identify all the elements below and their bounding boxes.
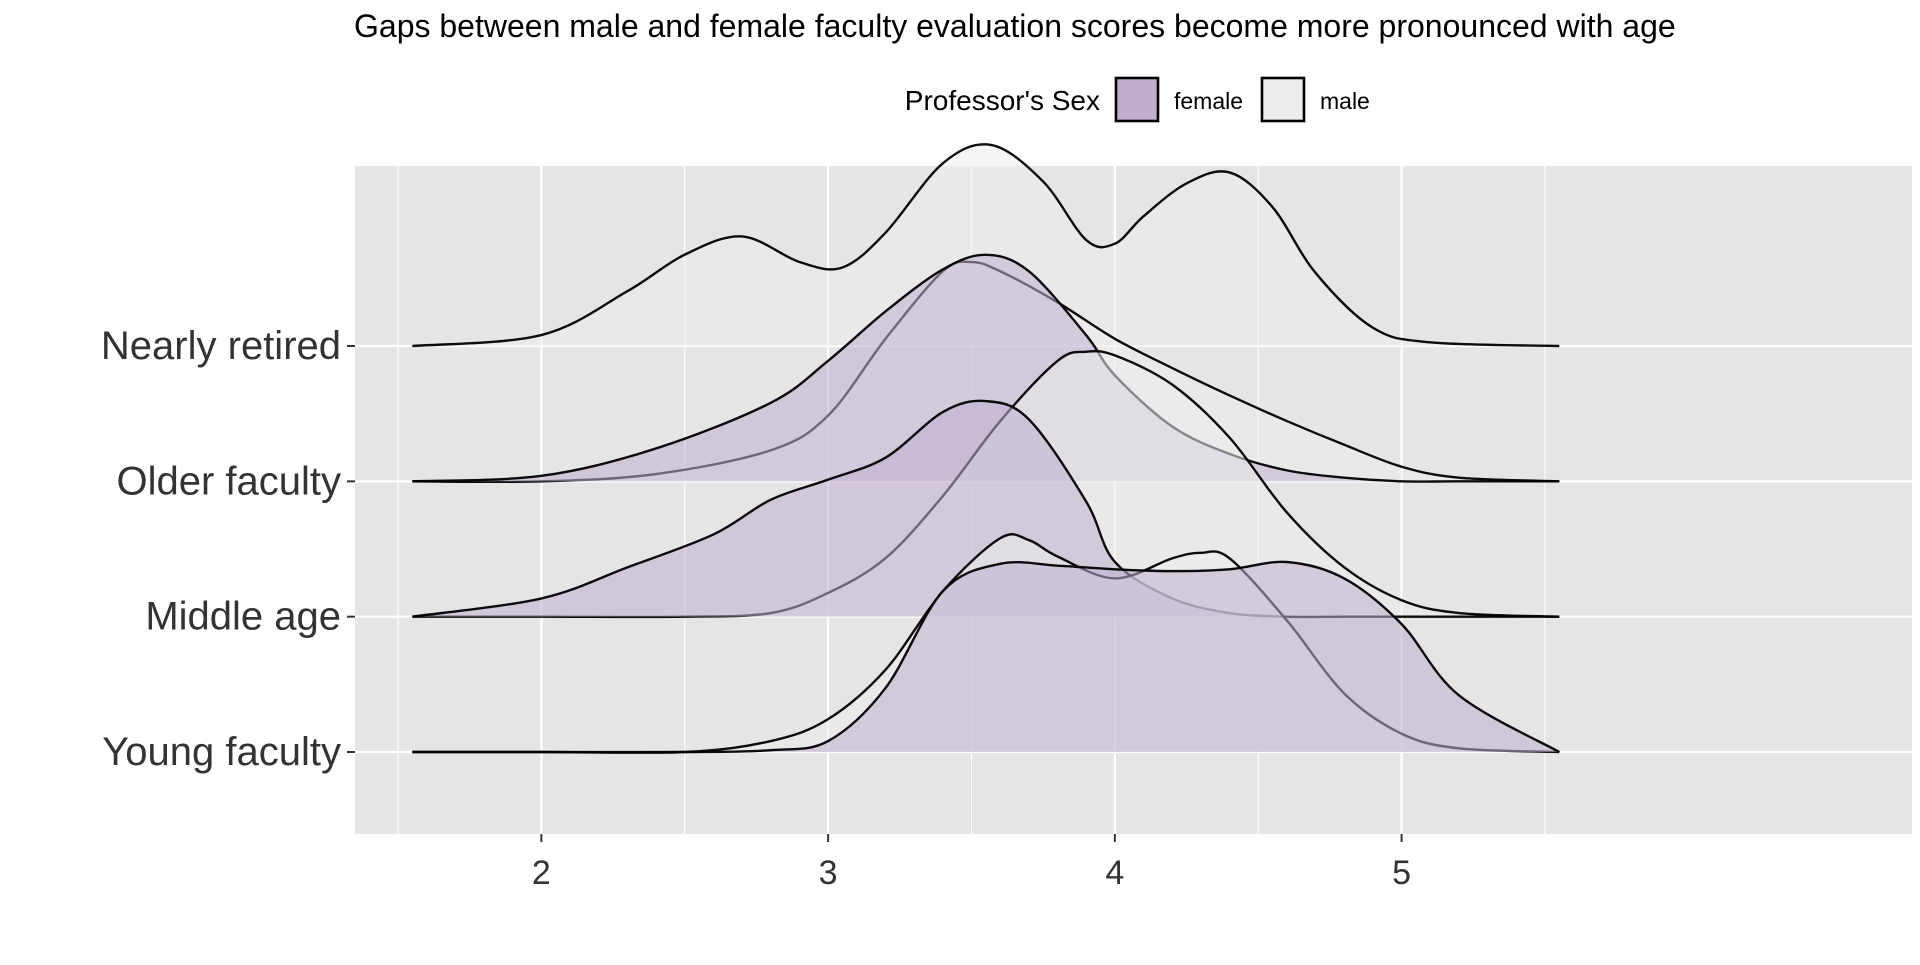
density-area-female-older-faculty bbox=[412, 254, 1560, 482]
y-tick-label: Middle age bbox=[145, 595, 341, 639]
density-area-female-young-faculty bbox=[412, 561, 1560, 753]
chart-title: Gaps between male and female faculty eva… bbox=[354, 8, 1676, 44]
legend-key-male bbox=[1260, 76, 1306, 123]
y-tick-label: Older faculty bbox=[116, 459, 341, 503]
legend-label-male: male bbox=[1320, 88, 1370, 114]
density-line-male-nearly-retired bbox=[412, 143, 1560, 348]
y-axis: Young faculty Middle age Older faculty Near… bbox=[101, 324, 355, 774]
density-line-female-older-faculty bbox=[412, 253, 1560, 483]
y-tick-label: Nearly retired bbox=[101, 324, 341, 368]
x-tick-label: 4 bbox=[1105, 854, 1124, 892]
density-line-female-young-faculty bbox=[412, 560, 1560, 754]
x-tick-label: 2 bbox=[532, 854, 551, 892]
density-area-male-nearly-retired bbox=[412, 144, 1560, 347]
legend-title: Professor's Sex bbox=[905, 85, 1100, 116]
legend: Professor's Sex female male bbox=[905, 76, 1370, 123]
legend-label-female: female bbox=[1174, 88, 1243, 114]
x-tick-label: 3 bbox=[819, 854, 838, 892]
x-tick-label: 5 bbox=[1392, 854, 1411, 892]
x-axis: 2 3 4 5 bbox=[532, 834, 1411, 892]
density-ridges bbox=[412, 143, 1560, 755]
y-tick-label: Young faculty bbox=[102, 730, 341, 774]
density-area-female-middle-age bbox=[412, 400, 1560, 617]
legend-key-female bbox=[1114, 76, 1160, 123]
